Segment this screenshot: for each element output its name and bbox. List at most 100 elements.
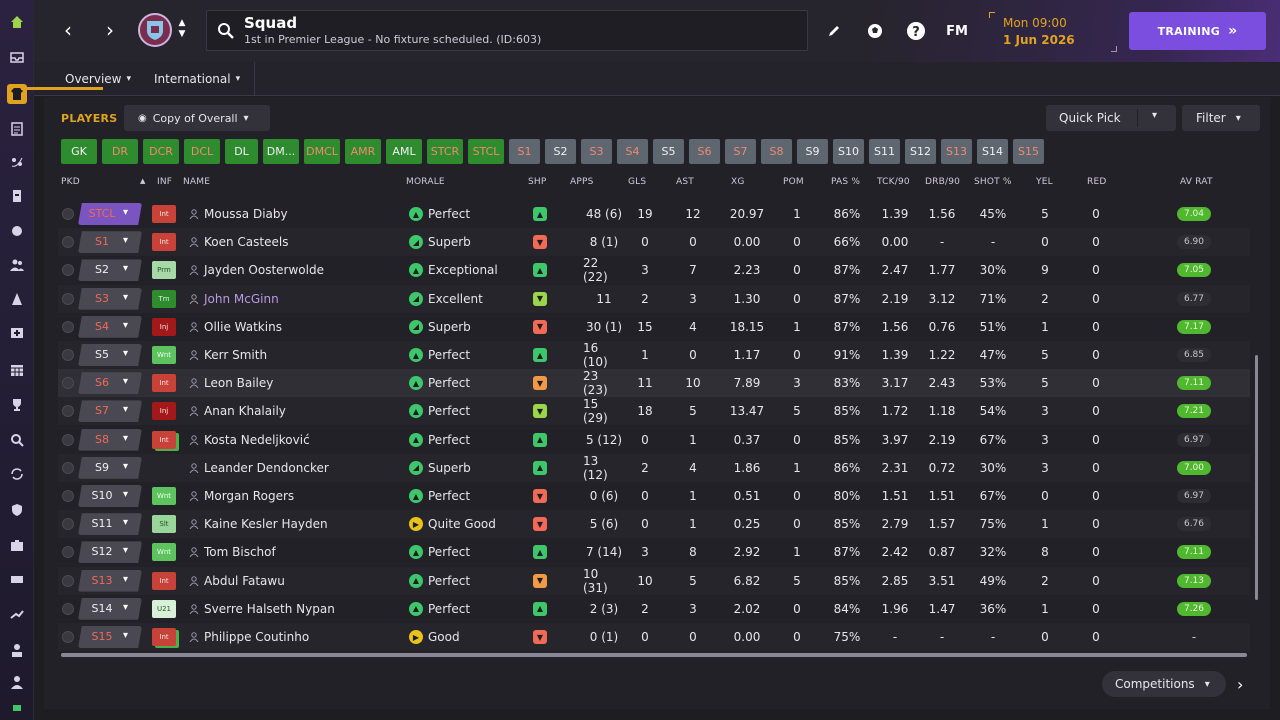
select-checkbox[interactable] <box>62 377 74 390</box>
select-checkbox[interactable] <box>62 602 74 615</box>
back-arrow-icon[interactable]: ‹ <box>64 18 72 42</box>
player-name[interactable]: Morgan Rogers <box>204 489 295 503</box>
sort-ascending-icon[interactable]: ▲ <box>140 177 146 185</box>
table-row[interactable]: STCL ▾ Int Moussa Diaby ▲ Perfect ▲ 48 (6) 19 12 2… <box>58 200 1250 228</box>
picked-position-selector[interactable]: S2 ▾ <box>78 259 142 282</box>
select-checkbox[interactable] <box>62 490 74 502</box>
forward-arrow-icon[interactable]: › <box>106 18 114 42</box>
home-icon[interactable] <box>7 12 27 32</box>
position-pill[interactable]: S13 <box>941 139 972 164</box>
calendar-icon[interactable] <box>7 360 27 380</box>
date-display[interactable]: Mon 09:00 1 Jun 2026 <box>989 12 1117 52</box>
info-badge[interactable]: Slt <box>152 515 176 534</box>
info-badge[interactable]: Int <box>152 628 176 646</box>
position-pill[interactable]: DCR <box>143 139 179 164</box>
under21-icon[interactable] <box>7 640 27 660</box>
competitions-dropdown[interactable]: Competitions ▾ <box>1102 671 1226 697</box>
position-pill[interactable]: AMR <box>345 139 381 164</box>
medical-icon[interactable] <box>7 322 27 342</box>
player-name[interactable]: Sverre Halseth Nypan <box>204 601 335 616</box>
player-name[interactable]: Tom Bischof <box>204 545 276 560</box>
picked-position-selector[interactable]: S7 ▾ <box>78 400 142 423</box>
club-switch-arrows[interactable]: ▲ ▼ <box>178 18 186 39</box>
page-title-box[interactable]: Squad 1st in Premier League - No fixture… <box>206 10 808 51</box>
picked-position-selector[interactable]: S8 ▾ <box>78 428 142 451</box>
position-pill[interactable]: S2 <box>545 139 576 164</box>
table-row[interactable]: S4 ▾ Inj Ollie Watkins ◢ Superb ▼ 30 (1) 15 4 18.1… <box>58 313 1250 341</box>
position-pill[interactable]: S4 <box>617 139 648 164</box>
position-pill[interactable]: S9 <box>797 139 828 164</box>
manager-profile-icon[interactable] <box>7 672 27 692</box>
picked-position-selector[interactable]: S5 ▾ <box>78 344 142 366</box>
search-icon[interactable] <box>217 22 235 40</box>
column-header-inf[interactable]: INF <box>157 177 173 187</box>
select-checkbox[interactable] <box>62 405 74 418</box>
data-hub-icon[interactable] <box>7 221 27 241</box>
player-name[interactable]: Kosta Nedeljković <box>204 432 310 447</box>
edit-pencil-icon[interactable] <box>823 20 845 42</box>
player-name[interactable]: Leander Dendoncker <box>204 460 329 475</box>
column-header-drb[interactable]: DRB/90 <box>925 177 961 187</box>
info-badge[interactable]: Inj <box>152 317 176 336</box>
table-row[interactable]: S3 ▾ Tm John McGinn ◢ Excellent ▼ 11 2 3 1.30 0 87% 2… <box>58 284 1250 313</box>
trophy-icon[interactable] <box>7 395 27 415</box>
table-row[interactable]: S12 ▾ Wnt Tom Bischof ▲ Perfect ▲ 7 (14) 3 8 2.92 1… <box>58 538 1250 566</box>
position-pill[interactable]: S15 <box>1013 139 1044 164</box>
info-badge[interactable]: Prm <box>152 261 176 280</box>
picked-position-selector[interactable]: S9 ▾ <box>78 456 142 479</box>
scrollbar-thumb[interactable] <box>1255 355 1258 600</box>
info-badge[interactable]: Wnt <box>152 346 176 364</box>
table-row[interactable]: S9 ▾ Leander Dendoncker ◢ Superb ▲ 13 (12) 2 4 1.… <box>58 453 1250 482</box>
picked-position-selector[interactable]: S6 ▾ <box>78 372 142 395</box>
player-name[interactable]: Ollie Watkins <box>204 319 282 334</box>
dynamics-icon[interactable] <box>7 152 27 172</box>
table-row[interactable]: S5 ▾ Wnt Kerr Smith ▲ Perfect ▲ 16 (10) 1 0 1.17 0 9… <box>58 341 1250 369</box>
horizontal-scrollbar[interactable] <box>61 653 1247 657</box>
table-row[interactable]: S14 ▾ U21 Sverre Halseth Nypan ▲ Perfect ▲ 2 (3… <box>58 595 1250 623</box>
position-pill[interactable]: AML <box>386 139 422 164</box>
column-header-tck[interactable]: TCK/90 <box>877 177 910 187</box>
position-pill[interactable]: DM... <box>263 139 299 164</box>
tab-international[interactable]: International ▾ <box>154 66 240 92</box>
column-header-pkd[interactable]: PKD <box>61 177 80 187</box>
player-name[interactable]: Philippe Coutinho <box>204 630 310 644</box>
column-header-apps[interactable]: APPS <box>570 177 594 187</box>
column-header-name[interactable]: NAME <box>183 177 211 187</box>
info-badge[interactable]: Int <box>152 430 176 449</box>
select-checkbox[interactable] <box>62 631 74 643</box>
info-badge[interactable]: Int <box>152 233 176 252</box>
table-row[interactable]: S15 ▾ Int Philippe Coutinho ▶ Good ▼ 0 (1) 0 0 0.0… <box>58 623 1250 651</box>
clipboard-icon[interactable] <box>7 119 27 139</box>
table-row[interactable]: S1 ▾ Int Koen Casteels ◢ Superb ▼ 8 (1) 0 0 0.00 0 6… <box>58 228 1250 257</box>
chevron-down-icon[interactable]: ▾ <box>1152 110 1158 121</box>
inbox-icon[interactable] <box>7 47 27 67</box>
position-pill[interactable]: S10 <box>833 139 864 164</box>
table-row[interactable]: S8 ▾ Int Kosta Nedeljković ▲ Perfect ▲ 5 (12) 0 1… <box>58 426 1250 454</box>
column-header-yel[interactable]: YEL <box>1036 177 1053 187</box>
club-crest[interactable] <box>138 13 172 47</box>
info-badge[interactable]: Wnt <box>152 487 176 505</box>
next-page-arrow-icon[interactable]: › <box>1237 674 1244 694</box>
column-header-morale[interactable]: MORALE <box>406 177 445 187</box>
tickets-icon[interactable] <box>7 569 27 589</box>
staff-icon[interactable] <box>7 255 27 275</box>
picked-position-selector[interactable]: S12 ▾ <box>78 541 142 564</box>
picked-position-selector[interactable]: STCL ▾ <box>78 203 142 225</box>
position-pill[interactable]: DR <box>102 139 138 164</box>
column-header-avrat[interactable]: AV RAT <box>1180 177 1213 187</box>
position-pill[interactable]: S5 <box>653 139 684 164</box>
picked-position-selector[interactable]: S15 ▾ <box>78 626 142 648</box>
fm-menu-button[interactable]: FM <box>946 23 968 39</box>
column-header-xg[interactable]: XG <box>731 177 745 187</box>
scouting-icon[interactable] <box>7 430 27 450</box>
position-pill[interactable]: S6 <box>689 139 720 164</box>
info-badge[interactable]: Int <box>152 205 176 223</box>
column-header-pas[interactable]: PAS % <box>831 177 861 187</box>
column-header-shot[interactable]: SHOT % <box>974 177 1012 187</box>
select-checkbox[interactable] <box>62 320 74 333</box>
quick-pick-button[interactable]: Quick Pick ▾ <box>1046 105 1176 131</box>
transfers-icon[interactable] <box>7 464 27 484</box>
table-row[interactable]: S2 ▾ Prm Jayden Oosterwolde ▲ Exceptional ▲ 22 … <box>58 256 1250 284</box>
trend-icon[interactable] <box>7 604 27 624</box>
table-row[interactable]: S11 ▾ Slt Kaine Kesler Hayden ▶ Quite Good ▼ 5 … <box>58 510 1250 539</box>
